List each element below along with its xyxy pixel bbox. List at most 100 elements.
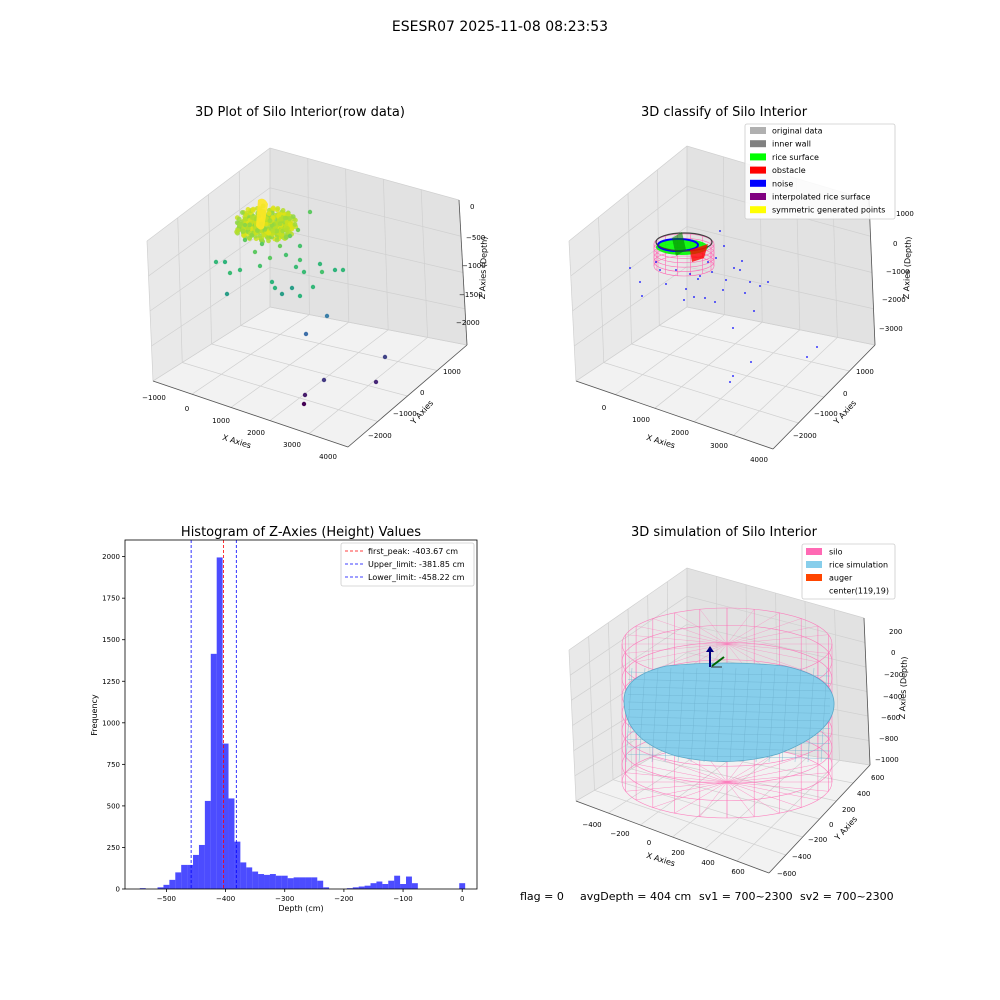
raw-data-point xyxy=(255,228,260,233)
classify-panel-ticks: 0 1000 2000 3000 4000 1000 0 −1000 −2000… xyxy=(602,210,914,464)
right-back-pane xyxy=(270,148,467,345)
status-sv1: sv1 = 700~2300 xyxy=(699,890,793,903)
raw-data-point xyxy=(284,234,289,240)
legend-swatch xyxy=(750,140,766,148)
histogram-bar xyxy=(198,844,205,889)
raw-data-point xyxy=(279,291,285,297)
silo-floor-wire xyxy=(636,781,728,801)
histogram-bar xyxy=(269,874,276,889)
histogram-bars xyxy=(139,557,466,889)
raw-data-point xyxy=(257,263,263,269)
silo-floor-wire xyxy=(652,781,728,808)
histogram-bar xyxy=(394,875,401,889)
noise-point xyxy=(699,275,701,277)
rice-mesh-line xyxy=(627,671,831,677)
simulation-y-tick: 400 xyxy=(857,790,870,798)
noise-point xyxy=(675,269,677,271)
grid-line xyxy=(575,306,876,382)
raw-y-tick: −2000 xyxy=(368,432,392,440)
silo-floor-wire xyxy=(726,756,802,783)
x-axis-line xyxy=(152,380,349,448)
grid-line xyxy=(152,306,468,382)
raw-z-tick: −2000 xyxy=(456,319,480,327)
noise-point xyxy=(753,310,755,312)
x-axis-line xyxy=(575,800,770,874)
raw-data-point xyxy=(249,232,255,238)
raw-data-point xyxy=(272,285,278,291)
legend-label: original data xyxy=(772,127,823,136)
noise-point xyxy=(665,283,667,285)
x-tick-label: −200 xyxy=(334,895,353,903)
raw-data-point xyxy=(289,285,295,291)
histogram-panel: Histogram of Z-Axies (Height) Values −50… xyxy=(90,525,478,913)
noise-point xyxy=(722,289,724,291)
silo-floor-wire xyxy=(726,781,829,792)
raw-data-point xyxy=(274,228,280,234)
raw-data-point xyxy=(278,216,284,222)
noise-point xyxy=(641,295,643,297)
raw-data-3d-panel: 3D Plot of Silo Interior(row data) −1000… xyxy=(142,105,489,461)
legend-swatch xyxy=(750,166,766,174)
rice-mesh-line xyxy=(820,667,828,763)
y-tick-label: 750 xyxy=(107,761,120,769)
classify-y-tick: 1000 xyxy=(856,368,874,376)
raw-data-point xyxy=(297,257,303,263)
histogram-bar xyxy=(352,887,359,889)
legend-label: inner wall xyxy=(772,140,811,149)
x-tick-label: 0 xyxy=(460,895,464,903)
raw-data-point xyxy=(266,211,272,217)
classify-y-tick: −1000 xyxy=(814,410,838,418)
grid-line xyxy=(571,623,867,701)
grid-line xyxy=(659,325,850,372)
silo-roof-wire xyxy=(726,618,802,645)
noise-point xyxy=(723,245,725,247)
silo-roof-wire xyxy=(726,643,829,654)
histogram-bar xyxy=(382,884,389,889)
raw-data-point xyxy=(277,243,283,249)
histogram-bar xyxy=(305,877,312,889)
classify-z-tick: −2000 xyxy=(882,296,906,304)
legend-label: auger xyxy=(829,574,853,583)
silo-floor-wire xyxy=(674,781,728,814)
x-tick-label: −100 xyxy=(393,895,412,903)
classify-panel-title: 3D classify of Silo Interior xyxy=(641,105,808,120)
floor-pane xyxy=(576,737,870,873)
raw-data-point xyxy=(297,293,303,299)
rice-mesh-line xyxy=(755,667,763,763)
grid-line xyxy=(572,226,873,312)
silo-floor-wire xyxy=(726,781,818,801)
histogram-bar xyxy=(234,841,241,889)
histogram-bar xyxy=(281,875,288,889)
y-tick-label: 0 xyxy=(116,886,120,894)
y-axis-line xyxy=(772,344,876,450)
plot-frame xyxy=(124,539,478,890)
raw-y-tick: 0 xyxy=(420,389,424,397)
raw-data-point xyxy=(303,331,309,337)
status-flag: flag = 0 xyxy=(520,890,564,903)
silo-roof-wire xyxy=(625,634,728,645)
legend-label: interpolated rice surface xyxy=(772,193,870,202)
raw-data-point xyxy=(293,264,299,270)
status-avg-depth: avgDepth = 404 cm xyxy=(580,890,691,903)
histogram-bar xyxy=(139,888,146,889)
histogram-axes: −500 −400 −300 −200 −100 0 0 250 500 750 1000 1250 1… xyxy=(102,539,478,903)
silo-floor-wire xyxy=(625,772,728,783)
raw-data-point xyxy=(287,230,292,235)
silo-roof-wire xyxy=(652,618,728,645)
raw-data-point xyxy=(247,222,253,228)
raw-y-tick: −1000 xyxy=(393,410,417,418)
noise-point xyxy=(707,261,709,263)
rice-mesh-line xyxy=(627,709,831,714)
raw-data-point xyxy=(240,228,246,234)
simulation-x-tick: −200 xyxy=(610,830,629,838)
raw-panel-ticks: −1000 0 1000 2000 3000 4000 1000 0 −1000… xyxy=(142,203,486,461)
raw-x-tick: 0 xyxy=(185,405,189,413)
histogram-x-axis-label: Depth (cm) xyxy=(278,904,323,913)
histogram-bar xyxy=(216,557,223,889)
noise-point xyxy=(741,260,743,262)
rice-mesh-line xyxy=(627,679,831,684)
classify-x-tick: 0 xyxy=(602,404,606,412)
raw-data-point xyxy=(266,230,271,236)
z-axis-line xyxy=(868,199,876,346)
noise-point xyxy=(750,361,752,363)
